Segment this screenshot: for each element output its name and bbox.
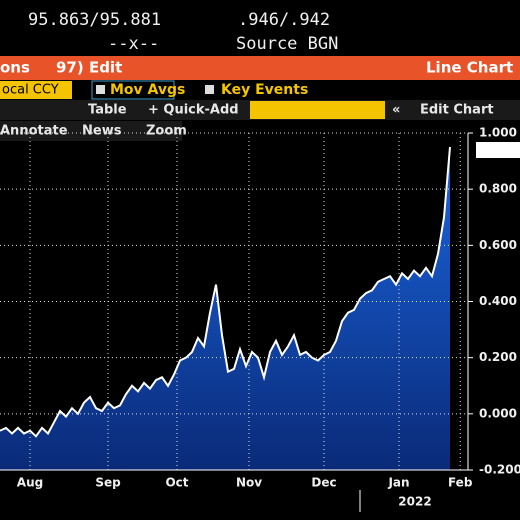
- area: [0, 147, 450, 470]
- y-tick-label: -0.200: [479, 463, 520, 477]
- menu-bar: [0, 56, 520, 80]
- menu-options[interactable]: ons: [0, 59, 30, 77]
- input-field[interactable]: [250, 101, 385, 119]
- back-arrow[interactable]: «: [392, 103, 400, 118]
- chart: -0.200 0.000 0.200 0.400 0.600 0.800 1.000 Aug S…: [0, 126, 520, 512]
- y-tick-label: 0.200: [479, 350, 517, 364]
- y-tick-label: 1.000: [479, 126, 517, 140]
- checkbox[interactable]: [96, 85, 105, 94]
- edit-chart-button[interactable]: Edit Chart: [420, 103, 494, 118]
- y-tick-label: 0.800: [479, 182, 517, 196]
- chart-kind: Line Chart: [426, 59, 513, 77]
- x-tick-label: Jan: [387, 476, 409, 490]
- currency-field[interactable]: [0, 81, 72, 99]
- source: Source BGN: [236, 34, 338, 54]
- x-tick-label: Dec: [311, 476, 336, 490]
- annotate-button[interactable]: Annotate: [0, 124, 68, 139]
- x-tick-label: Nov: [236, 476, 262, 490]
- x-tick-label: Aug: [17, 476, 43, 490]
- quick-add-button[interactable]: + Quick-Add: [148, 103, 239, 118]
- toolbar: [0, 121, 182, 141]
- crossing: --x--: [108, 34, 159, 54]
- zoom-button[interactable]: Zoom: [146, 124, 187, 139]
- y-tick-label: 0.600: [479, 238, 517, 252]
- y-tick-label: 0.400: [479, 294, 517, 308]
- y-tick-label: 0.000: [479, 406, 517, 420]
- currency[interactable]: ocal CCY: [2, 83, 59, 98]
- mov-avgs-box[interactable]: [91, 80, 175, 100]
- table-button[interactable]: Table: [88, 103, 127, 118]
- mov-avgs[interactable]: Mov Avgs: [110, 82, 185, 98]
- x-tick-label: Oct: [165, 476, 188, 490]
- line: [0, 146, 451, 438]
- news-button[interactable]: News: [82, 124, 122, 139]
- x-tick-label: Sep: [95, 476, 121, 490]
- menu-edit[interactable]: 97) Edit: [56, 59, 122, 77]
- bid-ask: .946/.942: [238, 10, 330, 30]
- last-price-badge: [476, 142, 520, 158]
- bid-ask: 95.863/95.881: [28, 10, 161, 30]
- key-events[interactable]: Key Events: [221, 82, 308, 98]
- x-tick-label: Feb: [448, 476, 473, 490]
- x-year-label: 2022: [398, 495, 431, 509]
- checkbox[interactable]: [205, 85, 214, 94]
